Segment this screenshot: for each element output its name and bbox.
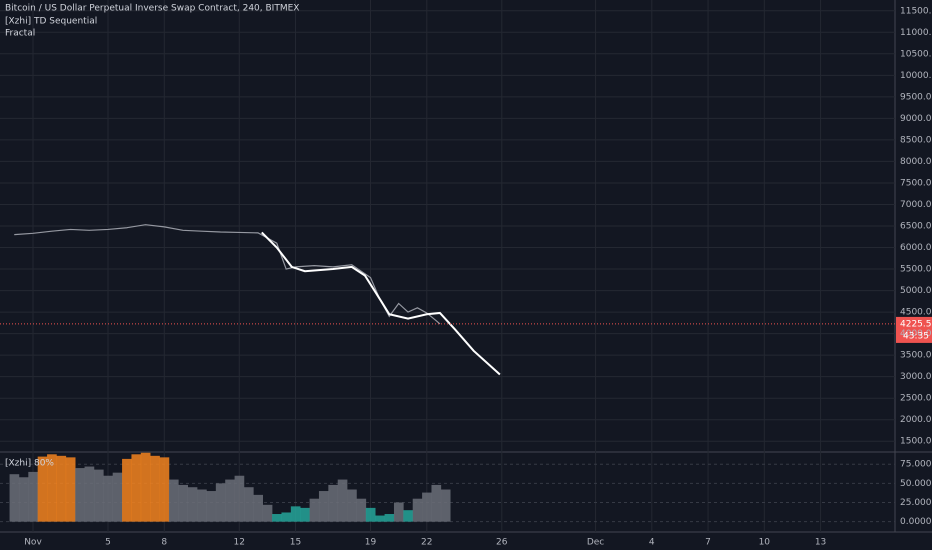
y-tick-label: 5500.0 xyxy=(900,265,932,275)
oscillator-bar xyxy=(75,468,85,522)
x-tick-label: 5 xyxy=(105,538,111,548)
oscillator-bar xyxy=(243,487,254,522)
x-tick-label: Nov xyxy=(24,538,42,548)
y-tick-label: 8500.0 xyxy=(900,135,932,145)
y-tick-label: 11500.0 xyxy=(900,6,932,16)
y-tick-label: 3000.0 xyxy=(900,372,932,382)
y-tick-label: 0.0000 xyxy=(900,517,932,527)
oscillator-bar xyxy=(375,515,385,522)
oscillator-bar xyxy=(47,454,57,522)
countdown-label: 43:35 xyxy=(903,331,929,341)
y-tick-label: 8000.0 xyxy=(900,157,932,167)
oscillator-bar xyxy=(178,484,189,522)
oscillator-bar xyxy=(168,479,179,522)
x-tick-label: 7 xyxy=(705,538,711,548)
price-line xyxy=(14,224,441,325)
y-tick-label: 75.0000 xyxy=(900,460,932,470)
oscillator-bar xyxy=(93,469,104,522)
y-tick-label: 6000.0 xyxy=(900,243,932,253)
oscillator-bar xyxy=(440,489,451,522)
last-price-tag xyxy=(896,316,932,343)
y-tick-label: 7000.0 xyxy=(900,200,932,210)
y-tick-label: 1500.0 xyxy=(900,437,932,447)
oscillator-bar xyxy=(9,474,20,522)
y-tick-label: 10500.0 xyxy=(900,49,932,59)
y-tick-label: 11000.0 xyxy=(900,28,932,38)
x-tick-label: 22 xyxy=(421,538,432,548)
oscillator-bar xyxy=(84,466,95,522)
y-tick-label: 10000.0 xyxy=(900,71,932,81)
y-tick-label: 4500.0 xyxy=(900,308,932,318)
oscillator-bar xyxy=(56,455,67,522)
oscillator-bar xyxy=(290,506,301,522)
oscillator-bar xyxy=(28,471,38,522)
oscillator-bar xyxy=(253,494,264,522)
oscillator-bar xyxy=(197,489,207,522)
x-tick-label: 13 xyxy=(815,538,826,548)
indicator-label: Fractal xyxy=(5,29,35,39)
oscillator-bar xyxy=(65,457,76,522)
marks xyxy=(0,224,932,522)
x-tick-label: 19 xyxy=(365,538,377,548)
oscillator-bar xyxy=(431,484,442,522)
oscillator-bar xyxy=(112,472,123,522)
oscillator-bar xyxy=(37,456,48,522)
oscillator-bar xyxy=(234,475,245,522)
y-tick-label: 2000.0 xyxy=(900,415,932,425)
y-tick-label: 2500.0 xyxy=(900,394,932,404)
oscillator-bar xyxy=(131,454,142,522)
oscillator-bar xyxy=(365,507,376,522)
grid xyxy=(0,0,895,532)
y-tick-label: 9500.0 xyxy=(900,92,932,102)
oscillator-bar xyxy=(140,452,151,522)
oscillator-bar xyxy=(206,491,217,522)
oscillator-bar xyxy=(262,504,273,522)
labels: 1500.02000.02500.03000.03500.04000.04500… xyxy=(24,6,932,547)
oscillator-bar xyxy=(384,514,395,522)
x-tick-label: 15 xyxy=(290,538,301,548)
y-tick-label: 6500.0 xyxy=(900,222,932,232)
oscillator-bar xyxy=(403,510,414,522)
indicator-label: [Xzhi] TD Sequential xyxy=(5,17,97,27)
oscillator-bar xyxy=(281,512,292,522)
oscillator-bar xyxy=(187,487,198,522)
x-tick-label: 10 xyxy=(759,538,771,548)
oscillator-title: [Xzhi] 80% xyxy=(5,459,54,469)
oscillator-bar xyxy=(412,498,423,522)
x-tick-label: 8 xyxy=(161,538,167,548)
oscillator-bar xyxy=(393,502,404,522)
last-price-label: 4225.5 xyxy=(900,319,932,329)
oscillator-bar xyxy=(337,479,348,522)
oscillator-bar xyxy=(18,477,29,522)
y-tick-label: 3500.0 xyxy=(900,351,932,361)
oscillator-bar xyxy=(159,457,170,522)
oscillator-bar xyxy=(300,507,310,522)
x-tick-label: Dec xyxy=(587,538,604,548)
x-tick-label: 12 xyxy=(234,538,245,548)
y-tick-label: 4000.0 xyxy=(900,329,932,339)
oscillator-bar xyxy=(356,498,367,522)
oscillator-bar xyxy=(309,498,320,522)
oscillator-bar xyxy=(347,489,357,522)
price-line xyxy=(261,231,501,376)
chart-title: Bitcoin / US Dollar Perpetual Inverse Sw… xyxy=(5,4,299,14)
x-tick-label: 26 xyxy=(496,538,508,548)
y-tick-label: 5000.0 xyxy=(900,286,932,296)
y-tick-label: 7500.0 xyxy=(900,178,932,188)
oscillator-bar xyxy=(122,458,132,522)
x-tick-label: 4 xyxy=(649,538,655,548)
oscillator-bar xyxy=(272,514,282,522)
y-tick-label: 50.0000 xyxy=(900,479,932,489)
oscillator-bar xyxy=(318,491,329,522)
y-tick-label: 9000.0 xyxy=(900,114,932,124)
oscillator-bar xyxy=(103,475,113,522)
oscillator-bar xyxy=(215,483,226,522)
oscillator-bar xyxy=(150,455,160,522)
oscillator-bar xyxy=(422,492,432,522)
oscillator-bar xyxy=(328,484,339,522)
oscillator-bar xyxy=(225,479,235,522)
y-tick-label: 25.0000 xyxy=(900,498,932,508)
